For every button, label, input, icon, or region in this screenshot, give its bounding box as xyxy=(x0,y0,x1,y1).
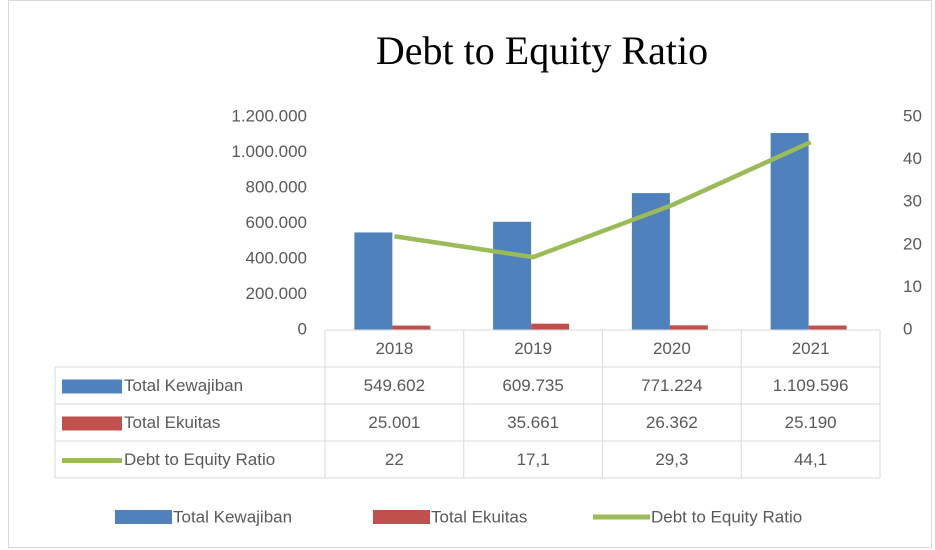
table-value: 1.109.596 xyxy=(773,376,849,395)
legend-key xyxy=(62,416,122,431)
bar xyxy=(493,221,532,330)
legend-key xyxy=(115,510,172,524)
y2-tick-label: 30 xyxy=(903,192,922,211)
table-value: 29,3 xyxy=(655,450,688,469)
table-value: 771.224 xyxy=(641,376,702,395)
y-tick-label: 800.000 xyxy=(246,177,307,196)
y-tick-label: 600.000 xyxy=(246,213,307,232)
table-row-label: Total Kewajiban xyxy=(124,376,243,395)
bar xyxy=(669,325,708,330)
table-value: 26.362 xyxy=(646,413,698,432)
bar xyxy=(392,325,431,330)
y2-tick-label: 10 xyxy=(903,277,922,296)
table-value: 35.661 xyxy=(507,413,559,432)
legend-label: Total Kewajiban xyxy=(173,507,292,526)
line xyxy=(394,140,812,260)
y-tick-label: 200.000 xyxy=(246,284,307,303)
bar xyxy=(531,323,570,330)
table-value: 22 xyxy=(385,450,404,469)
y2-tick-label: 0 xyxy=(903,319,912,338)
table-value: 25.001 xyxy=(368,413,420,432)
y-tick-label: 1.000.000 xyxy=(231,142,307,161)
x-tick-label: 2020 xyxy=(653,339,691,358)
table-row-label: Total Ekuitas xyxy=(124,413,220,432)
table-value: 44,1 xyxy=(794,450,827,469)
table-value: 609.735 xyxy=(502,376,563,395)
chart-title: Debt to Equity Ratio xyxy=(376,28,708,73)
bar xyxy=(354,232,393,330)
table-value: 25.190 xyxy=(785,413,837,432)
table-value: 17,1 xyxy=(517,450,550,469)
y2-tick-label: 50 xyxy=(903,106,922,125)
x-tick-label: 2018 xyxy=(375,339,413,358)
x-tick-label: 2019 xyxy=(514,339,552,358)
x-tick-label: 2021 xyxy=(792,339,830,358)
table-row-label: Debt to Equity Ratio xyxy=(124,450,275,469)
y2-tick-label: 20 xyxy=(903,234,922,253)
legend-label: Debt to Equity Ratio xyxy=(651,507,802,526)
legend-label: Total Ekuitas xyxy=(431,507,527,526)
bar xyxy=(770,133,809,330)
y-tick-label: 1.200.000 xyxy=(231,106,307,125)
legend-key xyxy=(62,379,122,394)
y-tick-label: 400.000 xyxy=(246,248,307,267)
y2-tick-label: 40 xyxy=(903,149,922,168)
bar xyxy=(808,325,847,330)
legend-key xyxy=(373,510,430,524)
table-value: 549.602 xyxy=(364,376,425,395)
y-tick-label: 0 xyxy=(298,319,307,338)
